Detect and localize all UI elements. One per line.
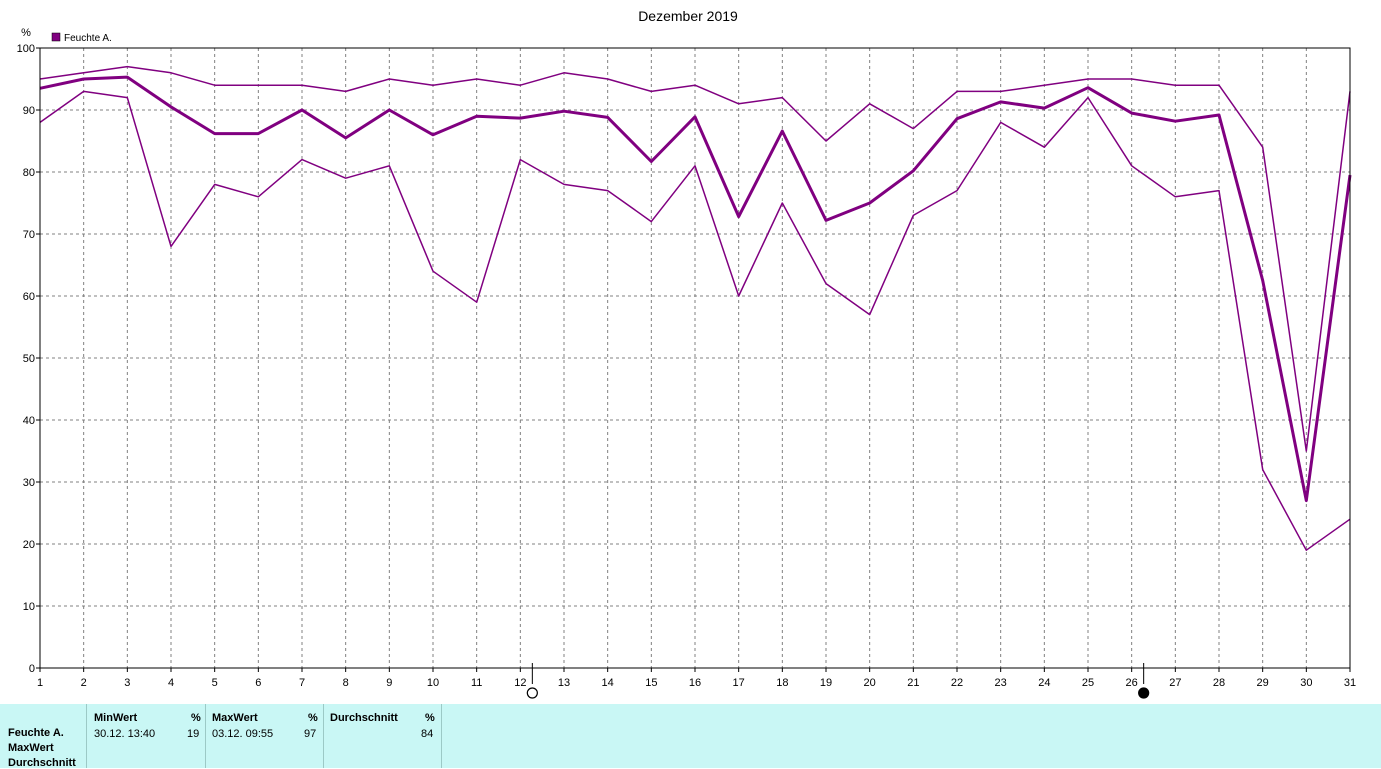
y-axis-unit: % — [21, 27, 31, 39]
min-value: 19 — [187, 728, 200, 740]
x-tick-label: 28 — [1213, 677, 1225, 689]
max-header: MaxWert — [212, 712, 258, 724]
stats-min-column: MinWert % 30.12. 13:40 19 — [87, 704, 206, 768]
x-tick-label: 27 — [1169, 677, 1181, 689]
stats-max-column: MaxWert % 03.12. 09:55 97 — [206, 704, 324, 768]
x-tick-label: 9 — [386, 677, 392, 689]
min-unit: % — [191, 712, 201, 724]
plot-frame — [39, 47, 1351, 669]
max-value: 97 — [304, 728, 317, 740]
moon-phase-markers — [526, 663, 1150, 699]
x-tick-label: 8 — [343, 677, 349, 689]
avg-header: Durchschnitt — [330, 712, 398, 724]
x-tick-label: 16 — [689, 677, 701, 689]
y-axis-ticks: 0 10 20 30 40 50 60 70 80 90 100 — [17, 43, 40, 675]
x-tick-label: 29 — [1257, 677, 1269, 689]
min-time: 30.12. 13:40 — [94, 728, 156, 740]
chart-title: Dezember 2019 — [638, 8, 738, 24]
row-label-max: MaxWert — [8, 742, 54, 754]
max-unit: % — [308, 712, 318, 724]
x-tick-label: 25 — [1082, 677, 1094, 689]
x-tick-label: 22 — [951, 677, 963, 689]
x-tick-label: 5 — [212, 677, 218, 689]
x-tick-label: 3 — [124, 677, 130, 689]
y-tick-label: 0 — [29, 663, 35, 675]
x-tick-label: 10 — [427, 677, 439, 689]
x-tick-label: 26 — [1126, 677, 1138, 689]
x-tick-label: 6 — [255, 677, 261, 689]
x-tick-label: 13 — [558, 677, 570, 689]
y-tick-label: 60 — [23, 291, 35, 303]
x-tick-label: 2 — [81, 677, 87, 689]
avg-value: 84 — [421, 728, 434, 740]
y-tick-label: 30 — [23, 477, 35, 489]
stats-avg-column: Durchschnitt % 84 — [324, 704, 442, 768]
y-tick-label: 100 — [17, 43, 35, 55]
series-line-min — [39, 90, 1351, 551]
new-moon-icon — [1138, 687, 1150, 699]
x-tick-label: 30 — [1300, 677, 1312, 689]
stats-row-labels: Feuchte A. MaxWert Durchschnitt — [0, 704, 87, 769]
x-tick-label: 15 — [645, 677, 657, 689]
y-tick-label: 10 — [23, 601, 35, 613]
x-tick-label: 19 — [820, 677, 832, 689]
y-tick-label: 50 — [23, 353, 35, 365]
row-label-avg: Durchschnitt — [8, 757, 76, 769]
x-tick-label: 17 — [733, 677, 745, 689]
x-axis-ticks: 1 2 3 4 5 6 7 8 9 10 11 12 13 14 15 16 17 18 19 20 21 22 23 24 2… — [37, 668, 1356, 689]
x-tick-label: 18 — [776, 677, 788, 689]
x-tick-label: 11 — [471, 677, 482, 689]
series-line-mean — [39, 75, 1352, 503]
x-tick-label: 24 — [1038, 677, 1050, 689]
full-moon-icon — [526, 687, 538, 699]
y-tick-label: 20 — [23, 539, 35, 551]
humidity-chart: Dezember 2019 % Feuchte A. 0102030405060… — [17, 8, 1356, 699]
x-tick-label: 1 — [37, 677, 43, 689]
statistics-panel: Feuchte A. MaxWert Durchschnitt MinWert … — [0, 704, 1381, 769]
legend-label: Feuchte A. — [64, 33, 112, 44]
y-tick-label: 70 — [23, 229, 35, 241]
x-tick-label: 21 — [907, 677, 919, 689]
row-label-sensor: Feuchte A. — [8, 727, 64, 739]
x-tick-label: 23 — [995, 677, 1007, 689]
x-tick-label: 12 — [514, 677, 526, 689]
x-tick-label: 14 — [602, 677, 614, 689]
series-line-max — [39, 65, 1351, 452]
series-lines — [39, 65, 1352, 551]
x-tick-label: 20 — [864, 677, 876, 689]
grid — [40, 48, 1350, 668]
min-header: MinWert — [94, 712, 138, 724]
y-tick-label: 80 — [23, 167, 35, 179]
y-tick-label: 40 — [23, 415, 35, 427]
legend: Feuchte A. — [51, 32, 112, 44]
legend-swatch — [51, 32, 61, 42]
x-tick-label: 4 — [168, 677, 174, 689]
y-tick-label: 90 — [23, 105, 35, 117]
max-time: 03.12. 09:55 — [212, 728, 274, 740]
x-tick-label: 31 — [1344, 677, 1356, 689]
avg-unit: % — [425, 712, 435, 724]
x-tick-label: 7 — [299, 677, 305, 689]
